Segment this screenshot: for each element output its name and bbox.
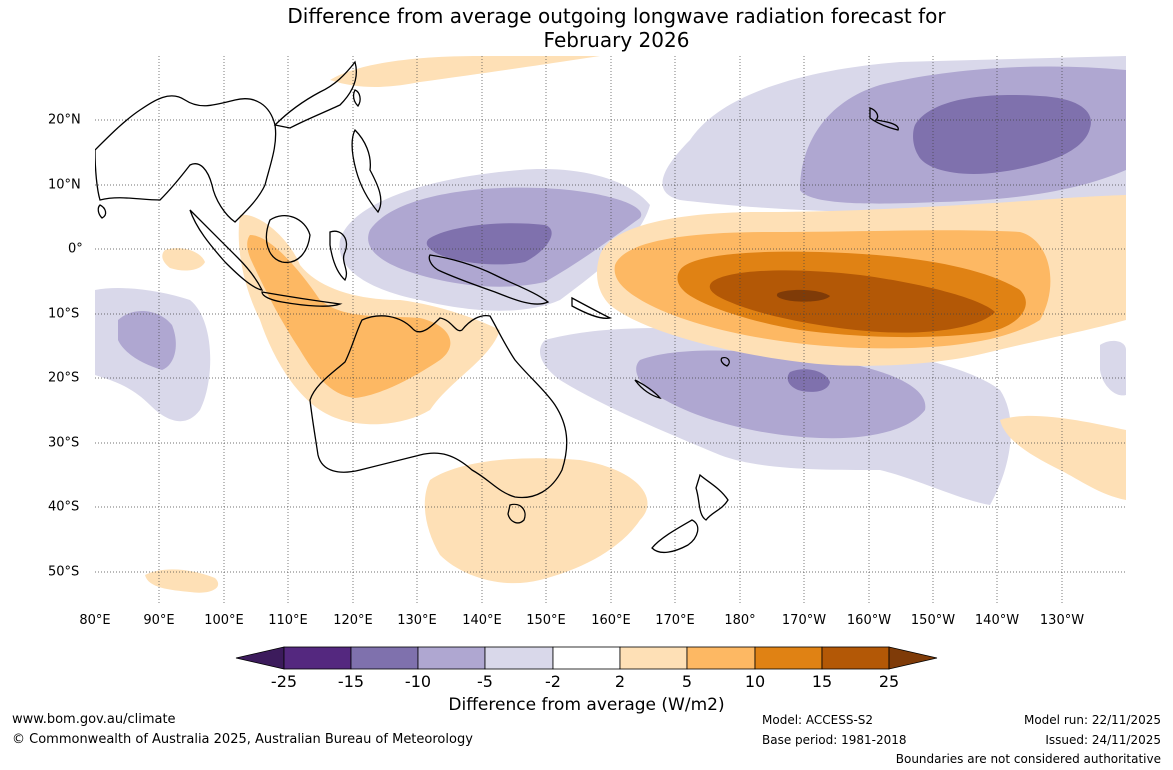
lat-tick-label: 50°S — [48, 564, 80, 580]
coastline-new-guinea — [428, 254, 550, 305]
lon-tick-label: 150°W — [910, 613, 956, 628]
lat-gridlines — [95, 119, 1126, 573]
lat-tick-label: 30°S — [48, 435, 80, 451]
coastline-sulawesi — [329, 230, 348, 282]
issued-date: Issued: 24/11/2025 — [1045, 733, 1161, 747]
lon-tick-label: 80°E — [79, 613, 111, 628]
coastlines — [95, 60, 899, 554]
lon-tick-label: 130°W — [1039, 613, 1085, 628]
website-link[interactable]: www.bom.gov.au/climate — [12, 712, 176, 727]
colorbar-above-arrow — [888, 646, 938, 670]
pos-region-east-tasman — [1000, 415, 1126, 500]
colorbar-bin — [283, 646, 352, 670]
title-line-1: Difference from average outgoing longwav… — [287, 4, 946, 28]
lat-tick-label: 0° — [68, 241, 83, 257]
lon-tick-label: 120°E — [333, 613, 373, 628]
colorbar-bin — [417, 646, 486, 670]
coastline-sumatra — [189, 209, 264, 291]
lon-tick-label: 130°E — [397, 613, 437, 628]
pos-region-bay-of-bengal — [162, 248, 205, 271]
lon-tick-label: 150°E — [526, 613, 566, 628]
colorbar-tick-label: -2 — [545, 672, 561, 691]
colorbar-tick-label: -10 — [404, 672, 432, 691]
copyright-notice: © Commonwealth of Australia 2025, Austra… — [12, 732, 473, 747]
map-title: Difference from average outgoing longwav… — [0, 4, 1173, 52]
coastline-solomon-islands — [571, 296, 612, 319]
lon-tick-label: 170°W — [781, 613, 827, 628]
colorbar-tick-label: -25 — [270, 672, 298, 691]
pos-region-southern-ocean — [424, 458, 648, 584]
lon-tick-label: 180° — [724, 613, 756, 628]
neg-region-maritime-core — [426, 223, 552, 265]
lon-tick-label: 170°E — [655, 613, 695, 628]
colorbar-bin — [754, 646, 823, 670]
neg-region-south-pacific-mid — [636, 350, 926, 439]
neg-region-north-pacific-core — [913, 95, 1091, 175]
pos-region-australia-north-mid — [247, 235, 451, 398]
coastline-new-zealand-south — [651, 519, 699, 554]
colorbar-bin — [619, 646, 688, 670]
colorbar-bin — [484, 646, 554, 670]
colorbar-tick-label: -5 — [477, 672, 493, 691]
lon-tick-label: 110°E — [268, 613, 308, 628]
pos-region-equatorial-pacific-core — [709, 270, 995, 333]
colorbar-bin — [686, 646, 756, 670]
colorbar-tick-label: 10 — [744, 672, 766, 691]
coastline-borneo — [265, 215, 311, 264]
model-name: Model: ACCESS-S2 — [762, 713, 874, 727]
coastline-china-coast — [273, 60, 357, 129]
lat-tick-label: 10°N — [48, 177, 81, 193]
neg-region-south-pacific-core — [787, 369, 830, 392]
colorbar-tick-label: 15 — [811, 672, 833, 691]
colorbar-bin — [552, 646, 621, 670]
lat-tick-label: 20°N — [48, 112, 81, 128]
coastline-asia-mainland — [95, 95, 277, 223]
colorbar-bin — [821, 646, 890, 670]
lon-tick-label: 90°E — [143, 613, 175, 628]
coastline-australia — [309, 314, 568, 499]
boundaries-disclaimer: Boundaries are not considered authoritat… — [895, 752, 1161, 766]
coastline-philippines — [351, 128, 382, 214]
lon-tick-label: 140°W — [974, 613, 1020, 628]
coastline-hawaii — [869, 107, 899, 131]
lon-tick-label: 100°E — [204, 613, 244, 628]
lat-tick-label: 10°S — [48, 306, 80, 322]
coastline-java — [261, 291, 343, 307]
pos-region-southern-ocean-west — [145, 569, 219, 593]
colorbar-tick-label: 25 — [878, 672, 900, 691]
pos-region-equatorial-pacific-peak — [776, 289, 830, 302]
anomaly-map — [95, 56, 1126, 605]
lon-tick-label: 140°E — [462, 613, 502, 628]
neg-region-east-south-pacific — [1100, 340, 1126, 396]
neg-region-indian-ocean-mid — [118, 310, 176, 370]
colorbar-tick-label: 5 — [681, 672, 693, 691]
lon-tick-label: 160°W — [846, 613, 892, 628]
coastline-new-caledonia — [634, 379, 662, 400]
base-period: Base period: 1981-2018 — [762, 733, 907, 747]
anomaly-fields — [95, 56, 1126, 593]
lon-tick-label: 160°E — [591, 613, 631, 628]
colorbar-title: Difference from average (W/m2) — [448, 695, 725, 715]
coastline-sri-lanka — [97, 204, 107, 219]
colorbar-bin — [350, 646, 419, 670]
coastline-taiwan — [352, 89, 361, 108]
coastline-tasmania — [507, 503, 526, 524]
coastline-fiji — [720, 356, 730, 367]
pos-region-north-pacific-west — [330, 56, 600, 87]
model-run-date: Model run: 22/11/2025 — [1023, 713, 1161, 727]
colorbar-tick-label: 2 — [614, 672, 626, 691]
lat-tick-label: 40°S — [48, 499, 80, 515]
colorbar-tick-label: -15 — [337, 672, 365, 691]
coastline-new-zealand-north — [695, 473, 729, 521]
title-line-2: February 2026 — [543, 28, 690, 52]
colorbar-below-arrow — [235, 646, 285, 670]
lat-tick-label: 20°S — [48, 370, 80, 386]
